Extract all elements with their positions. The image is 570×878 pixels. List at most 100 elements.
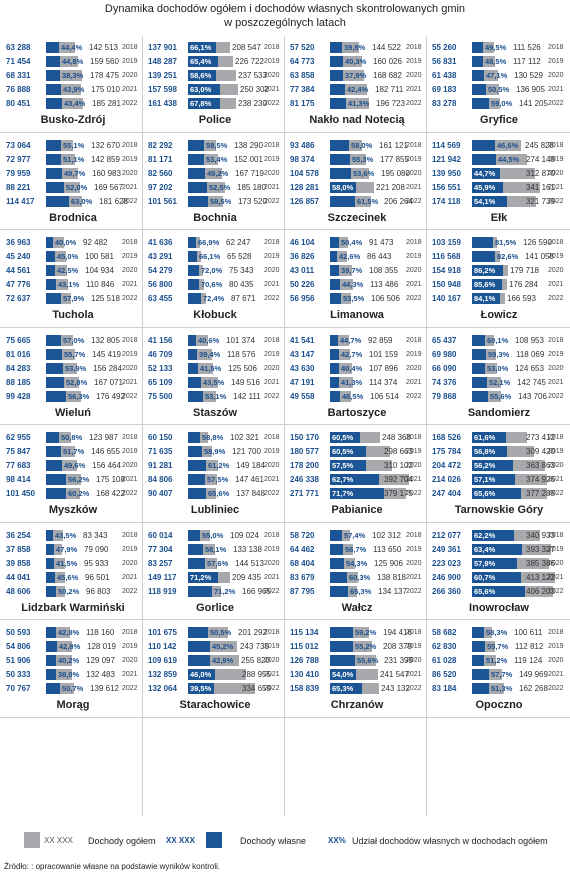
gmina-panel: 46 104 50,4% 91 473 2018 36 826 42,6% 86 443 20… (288, 233, 426, 331)
own-share-label: 43,5% (203, 377, 225, 387)
own-revenue-bar (330, 84, 345, 95)
own-revenue-bar (188, 446, 202, 457)
own-revenue-label: 84 806 (148, 475, 173, 484)
year-label: 2020 (548, 169, 564, 177)
gmina-panel: 60 150 58,8% 102 321 2018 71 635 58,9% 121 700… (146, 428, 284, 526)
own-revenue-label: 118 919 (148, 586, 177, 596)
total-revenue-label: 175 010 (91, 85, 120, 94)
own-share-label: 39,5% (190, 684, 212, 693)
own-revenue-label: 109 619 (148, 656, 177, 665)
year-label: 2021 (406, 671, 422, 678)
year-row: 98 414 56,2% 175 108 2021 (4, 474, 142, 486)
year-label: 2020 (122, 559, 138, 567)
total-revenue-bar (46, 56, 78, 67)
own-share-label: 57,6% (207, 558, 229, 568)
own-revenue-bar (330, 488, 384, 499)
total-revenue-bar (188, 655, 239, 666)
total-revenue-label: 133 138 (233, 544, 262, 554)
year-row: 150 170 60,5% 248 368 2018 (288, 432, 426, 444)
year-label: 2021 (406, 378, 422, 386)
own-revenue-bar (472, 557, 517, 569)
own-revenue-label: 83 679 (290, 572, 315, 582)
own-revenue-label: 46 104 (290, 238, 315, 247)
total-revenue-label: 109 024 (230, 530, 259, 540)
own-revenue-bar (472, 655, 484, 666)
year-label: 2018 (264, 239, 280, 246)
total-revenue-bar (46, 669, 72, 680)
gmina-name: Morąg (56, 699, 90, 711)
own-revenue-bar (330, 42, 342, 53)
own-revenue-bar (188, 293, 201, 304)
own-revenue-bar (188, 460, 206, 471)
own-share-label: 72,4% (203, 294, 225, 303)
own-revenue-bar (188, 641, 210, 652)
total-revenue-label: 102 312 (372, 530, 401, 540)
year-label: 2018 (264, 44, 280, 51)
own-revenue-bar (188, 683, 214, 694)
own-revenue-bar (330, 390, 340, 402)
total-revenue-label: 111 526 (513, 43, 541, 52)
gmina-name: Limanowa (330, 309, 384, 321)
total-revenue-bar (188, 334, 208, 346)
year-row: 214 026 57,1% 374 926 2021 (430, 474, 568, 486)
year-label: 2018 (122, 44, 138, 51)
own-share-label: 53,9% (65, 363, 87, 373)
year-row: 157 598 63,0% 250 302 2021 (146, 84, 284, 96)
own-revenue-label: 115 134 (290, 628, 319, 637)
total-revenue-label: 167 071 (94, 377, 123, 387)
total-revenue-label: 142 859 (91, 154, 120, 164)
own-share-label: 58,0% (332, 182, 354, 192)
year-row: 77 384 42,4% 182 711 2021 (288, 84, 426, 96)
own-share-label: 40,4% (341, 363, 363, 373)
total-revenue-bar (472, 181, 540, 193)
own-revenue-label: 74 376 (432, 377, 457, 387)
own-revenue-bar (46, 98, 62, 109)
own-revenue-label: 99 428 (6, 391, 31, 401)
year-row: 83 184 51,3% 162 268 2022 (430, 683, 568, 695)
own-share-label: 53,1% (205, 391, 227, 401)
own-revenue-label: 98 374 (290, 154, 315, 164)
year-row: 84 283 53,9% 156 284 2020 (4, 362, 142, 375)
own-share-label: 39,7% (341, 266, 363, 275)
own-share-label: 54,1% (474, 196, 496, 206)
own-share-label: 44,7% (474, 168, 496, 178)
own-revenue-label: 39 858 (6, 558, 31, 568)
own-revenue-bar (46, 153, 61, 165)
own-revenue-label: 55 260 (432, 43, 457, 52)
own-revenue-bar (188, 669, 215, 680)
year-row: 139 251 58,6% 237 533 2020 (146, 70, 284, 82)
own-revenue-bar (46, 557, 54, 569)
own-revenue-label: 126 788 (290, 656, 319, 665)
total-revenue-label: 92 482 (83, 238, 108, 247)
own-revenue-bar (188, 153, 204, 165)
total-revenue-label: 195 080 (381, 168, 410, 178)
year-row: 132 859 46,0% 288 955 2021 (146, 669, 284, 681)
own-revenue-bar (188, 571, 218, 583)
year-row: 60 014 55,0% 109 024 2018 (146, 529, 284, 542)
own-revenue-bar (188, 376, 201, 388)
own-share-label: 50,8% (61, 433, 83, 442)
year-label: 2022 (548, 490, 564, 497)
gmina-panel: 57 520 39,8% 144 522 2018 64 773 40,3% 160 026… (288, 38, 426, 136)
own-share-label: 66,9% (198, 238, 220, 247)
own-revenue-label: 212 077 (432, 530, 461, 540)
gmina-panel: 55 260 49,5% 111 526 2018 56 831 48,5% 117 112… (430, 38, 568, 136)
own-revenue-label: 86 520 (432, 670, 457, 679)
year-label: 2020 (406, 364, 422, 372)
own-share-label: 40,3% (345, 57, 367, 66)
year-label: 2018 (406, 44, 422, 51)
own-share-label: 86,2% (474, 266, 496, 275)
own-revenue-label: 54 279 (148, 266, 173, 275)
own-revenue-bar (188, 279, 199, 290)
own-share-label: 42,5% (57, 266, 79, 275)
own-revenue-label: 57 520 (290, 43, 315, 52)
total-revenue-label: 139 612 (90, 684, 119, 693)
own-revenue-bar (188, 265, 199, 276)
own-revenue-bar (472, 139, 495, 151)
own-revenue-label: 77 384 (290, 85, 315, 94)
own-revenue-bar (330, 571, 347, 583)
year-label: 2019 (406, 58, 422, 65)
total-revenue-bar (46, 557, 65, 569)
year-row: 75 665 57,0% 132 805 2018 (4, 334, 142, 347)
total-revenue-bar (188, 362, 213, 374)
